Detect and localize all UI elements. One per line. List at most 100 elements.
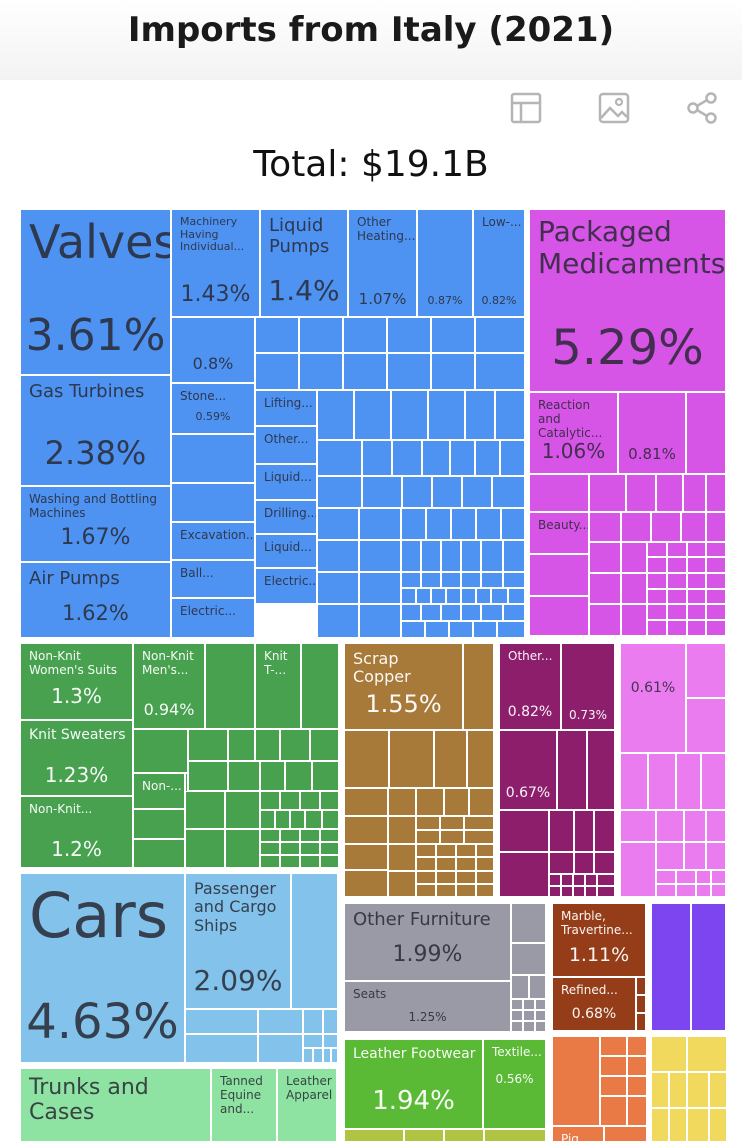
treemap-cell-textiles-minor[interactable] — [310, 729, 339, 761]
treemap-cell-foodstuffs-minor[interactable] — [552, 1036, 600, 1126]
treemap-cell-textiles-minor[interactable] — [320, 855, 339, 868]
treemap-cell-other-plastic-products[interactable]: Other... 0.82% — [499, 643, 561, 730]
treemap-cell-chemicals-minor[interactable] — [621, 604, 647, 636]
treemap-cell-machinery-minor[interactable] — [461, 588, 476, 604]
treemap-cell-tanned-equine-and-bovine-hides[interactable]: Tanned Equine and... — [211, 1068, 277, 1142]
treemap-cell-machinery-minor[interactable] — [475, 317, 525, 353]
treemap-cell-stone-minor[interactable] — [636, 1013, 646, 1031]
treemap-cell-chemicals-minor[interactable] — [706, 512, 726, 542]
treemap-cell-instruments-minor[interactable] — [648, 753, 676, 810]
treemap-cell-chemicals-minor[interactable] — [687, 604, 706, 620]
treemap-cell-plastics-minor[interactable] — [574, 810, 594, 852]
treemap-cell-valves[interactable]: Valves 3.61% — [20, 209, 171, 375]
treemap-cell-metals-minor[interactable] — [388, 871, 416, 897]
treemap-cell-other-heating-machinery[interactable]: Other Heating... 1.07% — [348, 209, 417, 317]
treemap-cell-foodstuffs-minor[interactable] — [600, 1036, 627, 1056]
treemap-cell-machinery-minor[interactable] — [401, 540, 421, 572]
treemap-cell-chemicals-minor[interactable] — [647, 604, 667, 620]
treemap-cell-machinery-minor[interactable] — [481, 540, 503, 572]
treemap-cell-machinery-minor[interactable] — [317, 390, 354, 440]
treemap-cell-instruments-minor[interactable] — [686, 698, 726, 753]
treemap-cell-machinery-minor[interactable] — [426, 508, 451, 540]
treemap-cell-textiles-minor[interactable] — [280, 729, 310, 761]
treemap-cell-instruments-minor[interactable] — [706, 842, 726, 870]
treemap-cell-machinery-minor[interactable] — [359, 540, 401, 572]
treemap-cell-machinery-minor[interactable] — [317, 440, 362, 476]
treemap-cell-mineral-minor[interactable] — [344, 1129, 404, 1142]
treemap-cell-instruments-minor[interactable] — [656, 870, 676, 884]
treemap-cell-textiles-minor[interactable] — [188, 761, 228, 791]
treemap-cell-plastics-0-73[interactable]: 0.73% — [561, 643, 615, 730]
treemap-cell-metals-minor[interactable] — [344, 788, 388, 816]
treemap-cell-machinery-minor[interactable] — [299, 317, 343, 353]
treemap-cell-metals-minor[interactable] — [436, 871, 456, 884]
treemap-cell-instruments-minor[interactable] — [676, 753, 701, 810]
treemap-cell-vegetable-minor[interactable] — [651, 1036, 687, 1072]
treemap-cell-metals-minor[interactable] — [456, 857, 476, 871]
treemap-cell-chemicals-minor[interactable] — [667, 542, 687, 557]
treemap-cell-vegetable-minor[interactable] — [669, 1108, 687, 1142]
treemap-cell-miscellaneous-minor[interactable] — [523, 999, 535, 1010]
treemap-cell-chemicals-minor[interactable] — [667, 604, 687, 620]
treemap-cell-instruments-minor[interactable] — [620, 810, 656, 842]
treemap-cell-machinery-minor[interactable] — [503, 540, 525, 572]
treemap-cell-foodstuffs-minor[interactable] — [627, 1096, 647, 1126]
treemap-cell-miscellaneous-minor[interactable] — [511, 1021, 523, 1032]
image-download-button[interactable] — [596, 90, 632, 126]
treemap-cell-plastics-minor[interactable] — [574, 852, 594, 874]
treemap-cell-machinery-minor[interactable] — [508, 588, 525, 604]
treemap-cell-instruments-minor[interactable] — [656, 810, 684, 842]
treemap-cell-stone-minor[interactable] — [636, 977, 646, 995]
treemap-cell-textiles-minor[interactable] — [185, 829, 225, 868]
treemap-cell-metals-minor[interactable] — [388, 816, 416, 844]
treemap-cell-chemicals-0-81[interactable]: 0.81% — [618, 392, 686, 474]
treemap-cell-machinery-minor[interactable] — [359, 604, 401, 638]
treemap-cell-metals-minor[interactable] — [464, 830, 494, 844]
treemap-cell-textiles-minor[interactable] — [290, 810, 305, 829]
treemap-cell-textiles-minor[interactable] — [312, 761, 339, 791]
treemap-cell-instruments-minor[interactable] — [711, 884, 726, 897]
treemap-cell-non-knit-women-s-suits[interactable]: Non-Knit Women's Suits 1.3% — [20, 643, 133, 720]
treemap-cell-miscellaneous-minor[interactable] — [511, 1010, 523, 1021]
treemap-cell-chemicals-minor[interactable] — [706, 604, 726, 620]
treemap-cell-textiles-minor[interactable] — [188, 729, 228, 761]
treemap-cell-transportation-minor[interactable] — [185, 1034, 258, 1063]
treemap-cell-machinery-minor[interactable] — [317, 508, 359, 540]
treemap-cell-refined-copper[interactable]: Refined... 0.68% — [552, 977, 636, 1031]
treemap-cell-textiles-minor[interactable] — [205, 643, 255, 729]
treemap-cell-instruments-minor[interactable] — [706, 810, 726, 842]
treemap-cell-chemicals-minor[interactable] — [681, 512, 706, 542]
treemap-cell-non-knit-women-s-coats[interactable]: Non-Knit... 1.2% — [20, 796, 133, 868]
treemap-cell-transportation-minor[interactable] — [323, 1048, 331, 1063]
treemap-cell-machinery-minor[interactable] — [432, 476, 462, 508]
treemap-cell-machinery-0-8[interactable]: 0.8% — [171, 317, 255, 383]
treemap-cell-machinery-minor[interactable] — [362, 440, 392, 476]
treemap-cell-textiles-minor[interactable] — [185, 791, 225, 829]
treemap-cell-miscellaneous-minor[interactable] — [529, 975, 546, 999]
treemap-cell-leather-apparel[interactable]: Leather Apparel — [277, 1068, 337, 1142]
treemap-cell-chemicals-minor[interactable] — [687, 573, 706, 589]
treemap-cell-metals-minor[interactable] — [476, 884, 494, 897]
treemap-cell-machinery-minor[interactable] — [476, 588, 491, 604]
treemap-cell-metals-minor[interactable] — [388, 788, 416, 816]
treemap-cell-textiles-minor[interactable] — [133, 809, 185, 839]
treemap-cell-instruments-minor[interactable] — [696, 884, 711, 897]
treemap-cell-trunks-and-cases[interactable]: Trunks and Cases — [20, 1068, 211, 1142]
treemap-cell-transportation-minor[interactable] — [323, 1034, 338, 1048]
treemap-cell-machinery-minor[interactable] — [387, 353, 431, 390]
treemap-cell-textiles-minor[interactable] — [320, 791, 339, 810]
treemap-cell-machinery-minor[interactable] — [402, 476, 432, 508]
treemap-cell-metals-minor[interactable] — [476, 857, 494, 871]
treemap-cell-plastics-0-67[interactable]: 0.67% — [499, 730, 557, 810]
treemap-cell-chemicals-minor[interactable] — [706, 542, 726, 557]
treemap-cell-textiles-minor[interactable] — [305, 810, 322, 829]
treemap-cell-textiles-minor[interactable] — [228, 761, 260, 791]
treemap-cell-chemicals-minor[interactable] — [683, 474, 706, 512]
treemap-cell-plastics-minor[interactable] — [573, 874, 585, 886]
treemap-cell-liquid-pumps[interactable]: Liquid Pumps 1.4% — [260, 209, 348, 317]
treemap-cell-machinery-minor[interactable] — [431, 353, 475, 390]
treemap-cell-machinery-minor[interactable] — [476, 508, 501, 540]
treemap-cell-washing-and-bottling-machines[interactable]: Washing and Bottling Machines 1.67% — [20, 486, 171, 562]
treemap-cell-chemicals-minor[interactable] — [589, 512, 621, 542]
treemap-cell-chemicals-minor[interactable] — [647, 589, 667, 604]
